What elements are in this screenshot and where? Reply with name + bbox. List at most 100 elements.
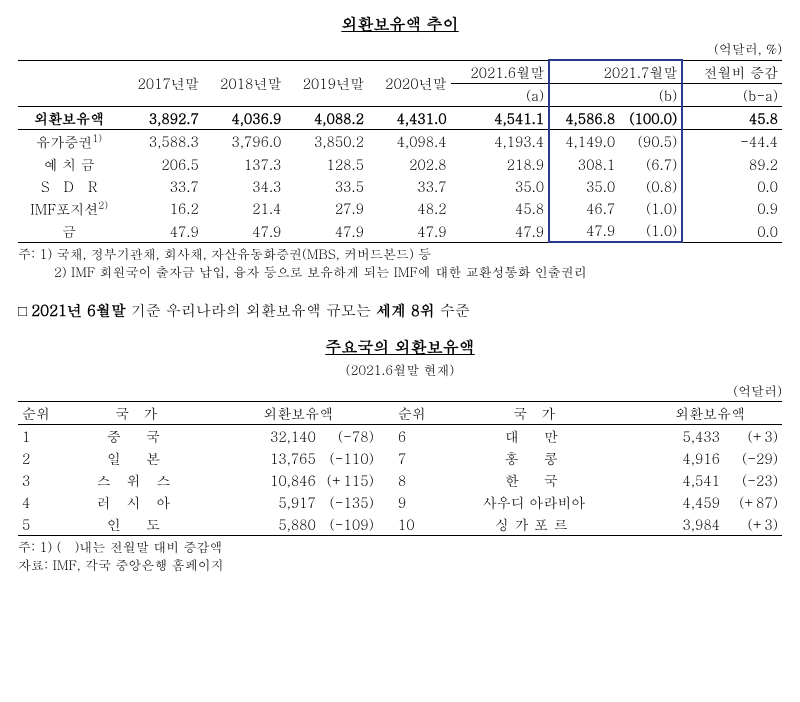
col-2017: 2017년말 bbox=[120, 60, 203, 107]
table1-title: 외환보유액 추이 bbox=[18, 12, 782, 35]
table2: 순위 국 가 외환보유액 순위 국 가 외환보유액 1중 국32,140(-78… bbox=[18, 401, 782, 536]
amount: 32,140 bbox=[219, 425, 320, 448]
row-label: IMF포지션2) bbox=[18, 197, 120, 220]
cell: 21.4 bbox=[203, 197, 286, 220]
col-b: (b) bbox=[549, 84, 682, 107]
cell: 16.2 bbox=[120, 197, 203, 220]
hdr-amount-l: 외환보유액 bbox=[219, 402, 378, 425]
cell: 47.9 bbox=[203, 219, 286, 242]
note2-2: 자료: IMF, 각국 중앙은행 홈페이지 bbox=[18, 556, 782, 574]
cell: 89.2 bbox=[682, 153, 782, 175]
cell-pct: (100.0) bbox=[619, 107, 682, 130]
cell-pct: (1.0) bbox=[619, 197, 682, 220]
cell: 3,850.2 bbox=[285, 130, 368, 153]
amount: 4,541 bbox=[638, 469, 724, 491]
rank: 5 bbox=[18, 513, 54, 536]
col-ba: (b-a) bbox=[682, 84, 782, 107]
country: 인 도 bbox=[54, 513, 219, 536]
rank: 8 bbox=[394, 469, 430, 491]
change: (-135) bbox=[320, 491, 378, 513]
change: (-23) bbox=[724, 469, 782, 491]
country: 싱가포르 bbox=[430, 513, 638, 536]
col-a: (a) bbox=[451, 84, 550, 107]
table2-title: 주요국의 외환보유액 bbox=[18, 335, 782, 358]
change: (+115) bbox=[320, 469, 378, 491]
cell: 4,088.2 bbox=[285, 107, 368, 130]
row-label: 유가증권1) bbox=[18, 130, 120, 153]
col-2021-6: 2021.6월말 bbox=[451, 60, 550, 84]
bullet-icon: □ bbox=[18, 303, 31, 320]
cell: 3,892.7 bbox=[120, 107, 203, 130]
hdr-country-l: 국 가 bbox=[54, 402, 219, 425]
country: 스 위 스 bbox=[54, 469, 219, 491]
amount: 5,433 bbox=[638, 425, 724, 448]
rank: 3 bbox=[18, 469, 54, 491]
country: 중 국 bbox=[54, 425, 219, 448]
row-label: 금 bbox=[18, 219, 120, 242]
rank: 1 bbox=[18, 425, 54, 448]
country: 사우디 아라비아 bbox=[430, 491, 638, 513]
statement-suffix: 수준 bbox=[440, 300, 470, 321]
row-label: S D R bbox=[18, 175, 120, 197]
change: (-78) bbox=[320, 425, 378, 448]
cell-pct: (0.8) bbox=[619, 175, 682, 197]
cell: 0.9 bbox=[682, 197, 782, 220]
cell: 308.1 bbox=[549, 153, 619, 175]
country: 러 시 아 bbox=[54, 491, 219, 513]
cell: 47.9 bbox=[285, 219, 368, 242]
note-2: 2) IMF 회원국이 출자금 납입, 융자 등으로 보유하게 되는 IMF에 … bbox=[18, 263, 782, 281]
hdr-rank-r: 순위 bbox=[394, 402, 430, 425]
cell: 33.7 bbox=[120, 175, 203, 197]
change: (-109) bbox=[320, 513, 378, 536]
cell: 206.5 bbox=[120, 153, 203, 175]
table1: 2017년말 2018년말 2019년말 2020년말 2021.6월말 202… bbox=[18, 59, 782, 243]
cell: 4,036.9 bbox=[203, 107, 286, 130]
cell: 4,193.4 bbox=[451, 130, 550, 153]
statement-rank: 세계 8위 bbox=[376, 300, 435, 321]
cell: 0.0 bbox=[682, 175, 782, 197]
change: (+3) bbox=[724, 513, 782, 536]
change: (+87) bbox=[724, 491, 782, 513]
cell: 48.2 bbox=[368, 197, 451, 220]
col-change: 전월비 증감 bbox=[682, 60, 782, 84]
cell: 137.3 bbox=[203, 153, 286, 175]
rank: 4 bbox=[18, 491, 54, 513]
cell-pct: (1.0) bbox=[619, 219, 682, 242]
cell: 4,098.4 bbox=[368, 130, 451, 153]
cell: 218.9 bbox=[451, 153, 550, 175]
col-2021-7: 2021.7월말 bbox=[549, 60, 682, 84]
table1-notes: 주: 1) 국채, 정부기관채, 회사채, 자산유동화증권(MBS, 커버드본드… bbox=[18, 245, 782, 280]
cell: 33.5 bbox=[285, 175, 368, 197]
hdr-country-r: 국 가 bbox=[430, 402, 638, 425]
statement-mid: 기준 우리나라의 외환보유액 규모는 bbox=[131, 300, 376, 321]
cell: 3,588.3 bbox=[120, 130, 203, 153]
cell-pct: (6.7) bbox=[619, 153, 682, 175]
amount: 5,880 bbox=[219, 513, 320, 536]
cell: 45.8 bbox=[682, 107, 782, 130]
country: 홍 콩 bbox=[430, 447, 638, 469]
country: 일 본 bbox=[54, 447, 219, 469]
change: (-110) bbox=[320, 447, 378, 469]
row-label: 예 치 금 bbox=[18, 153, 120, 175]
cell: 3,796.0 bbox=[203, 130, 286, 153]
cell: 4,586.8 bbox=[549, 107, 619, 130]
cell: 47.9 bbox=[549, 219, 619, 242]
rank: 7 bbox=[394, 447, 430, 469]
table1-unit: (억달러, %) bbox=[18, 39, 782, 58]
cell: 34.3 bbox=[203, 175, 286, 197]
amount: 3,984 bbox=[638, 513, 724, 536]
cell: 45.8 bbox=[451, 197, 550, 220]
cell: 128.5 bbox=[285, 153, 368, 175]
cell: 0.0 bbox=[682, 219, 782, 242]
note-1: 주: 1) 국채, 정부기관채, 회사채, 자산유동화증권(MBS, 커버드본드… bbox=[18, 245, 782, 263]
rank: 10 bbox=[394, 513, 430, 536]
cell: 35.0 bbox=[549, 175, 619, 197]
cell: 35.0 bbox=[451, 175, 550, 197]
amount: 4,459 bbox=[638, 491, 724, 513]
amount: 5,917 bbox=[219, 491, 320, 513]
cell: 47.9 bbox=[451, 219, 550, 242]
note2-1: 주: 1) ( )내는 전월말 대비 증감액 bbox=[18, 538, 782, 556]
change: (+3) bbox=[724, 425, 782, 448]
table2-subtitle: (2021.6월말 현재) bbox=[18, 360, 782, 379]
hdr-amount-r: 외환보유액 bbox=[638, 402, 782, 425]
